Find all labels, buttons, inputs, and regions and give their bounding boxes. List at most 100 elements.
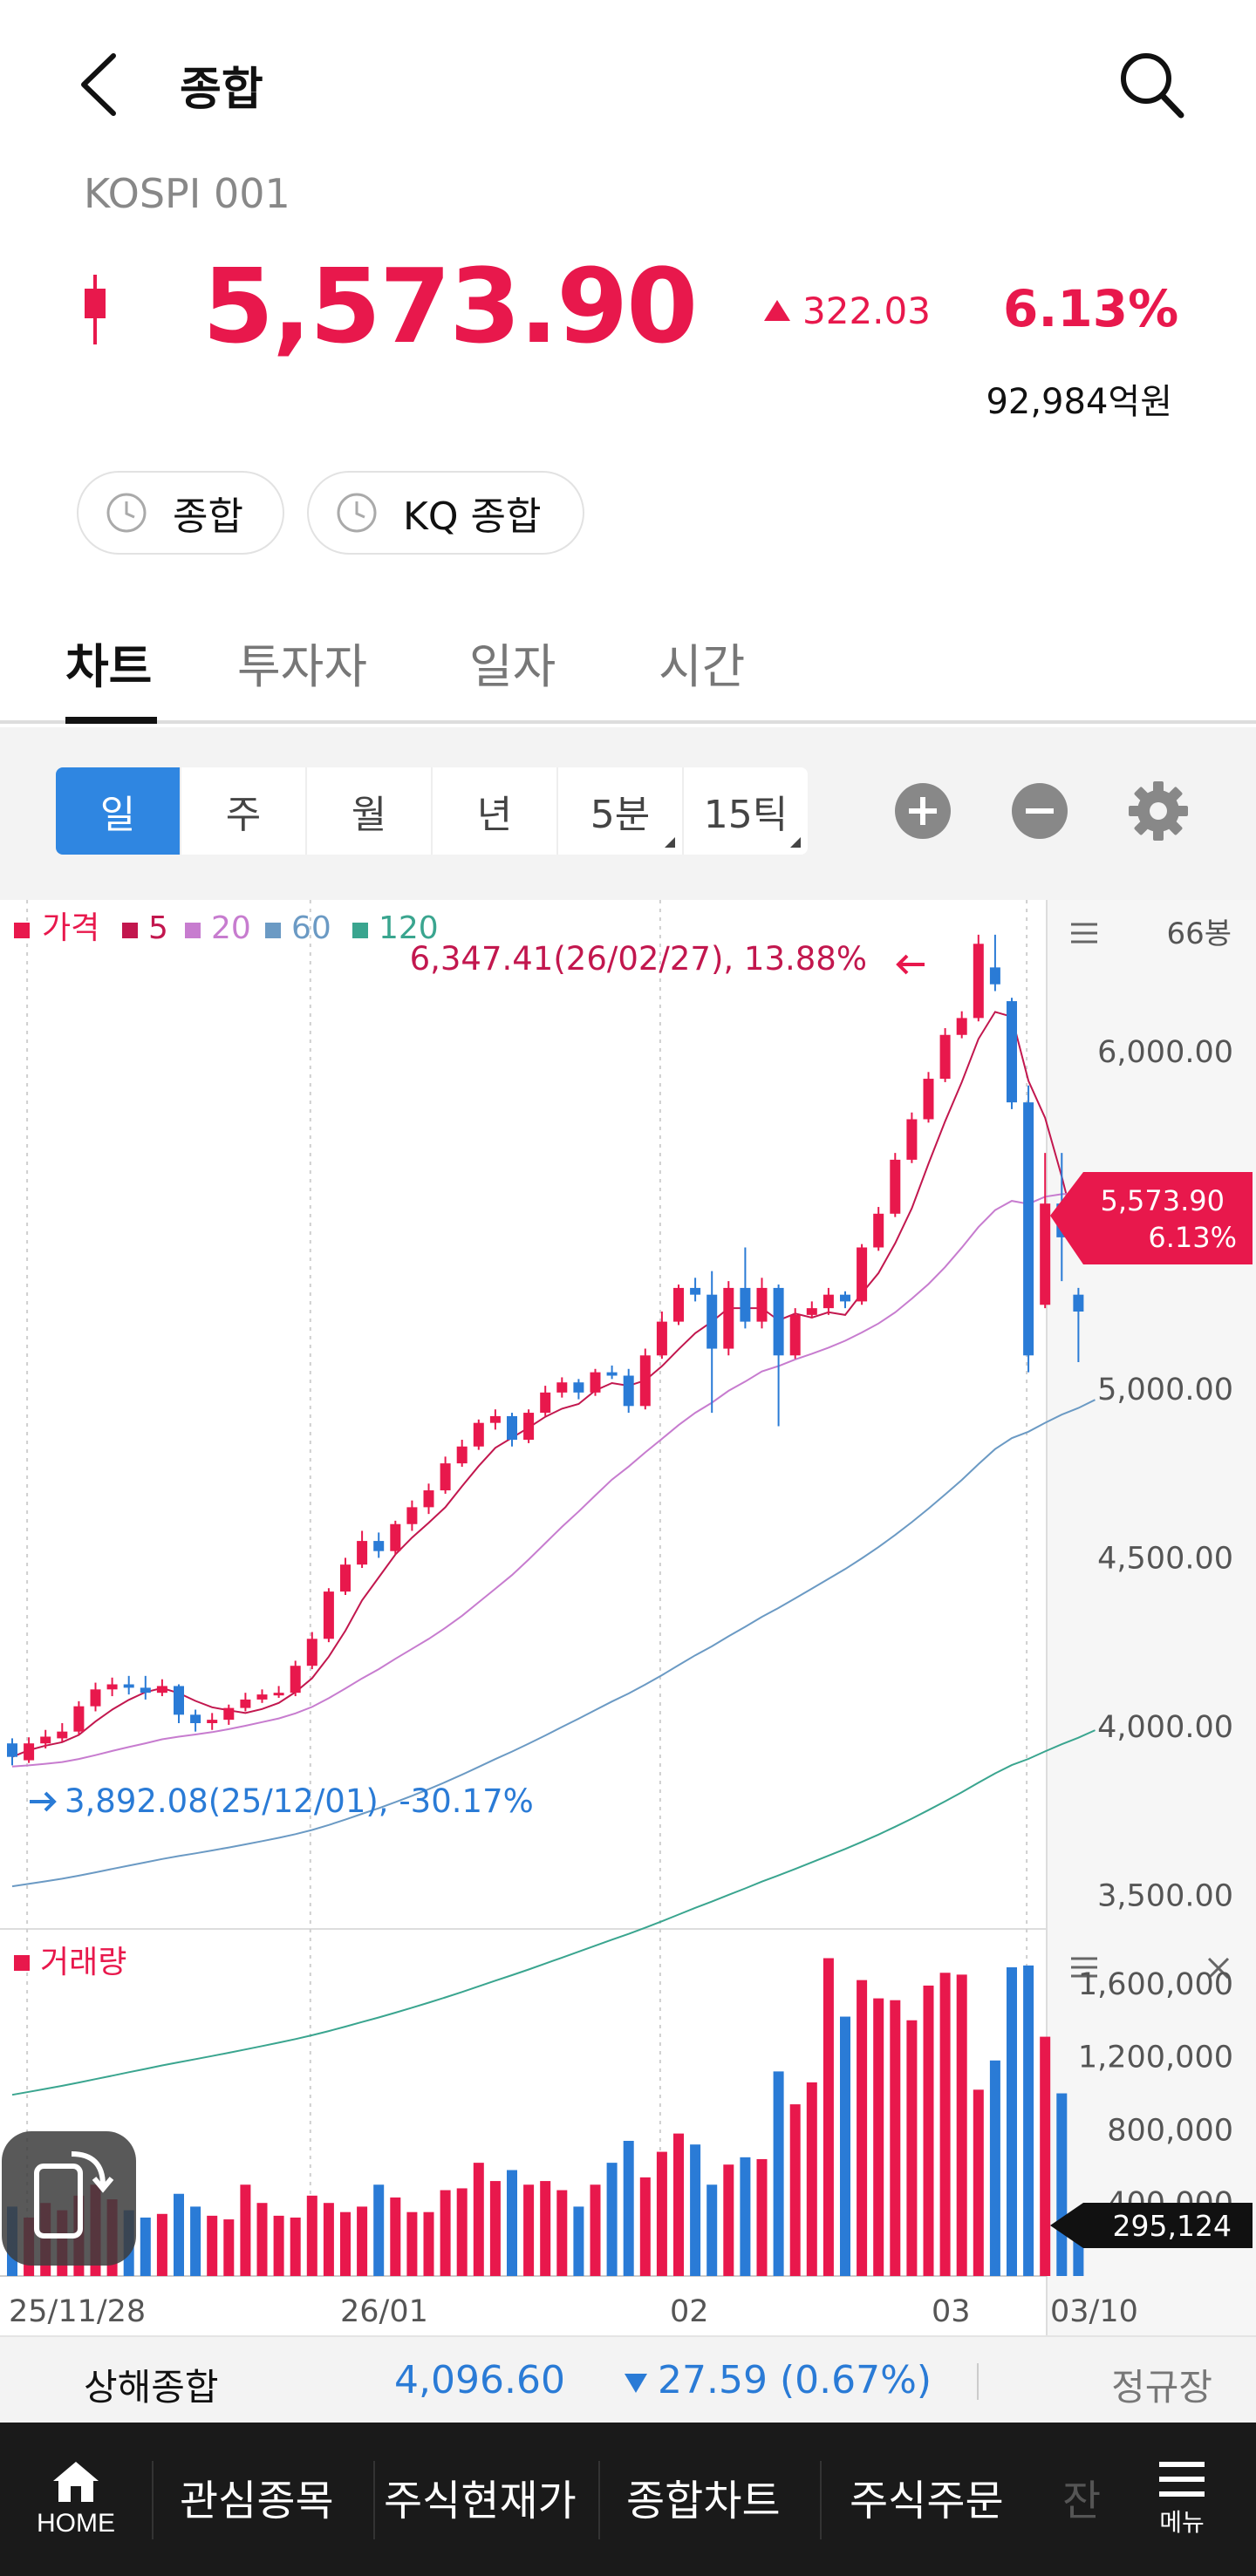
candle-body [473,1422,484,1447]
volume-current-value: 295,124 [1113,2209,1232,2243]
period-label: 일 [99,793,136,837]
volume-bar [140,2217,151,2276]
page-title: 종합 [180,64,263,116]
x-tick-label: 03 [932,2294,971,2329]
candle-body [723,1287,734,1349]
chip-label: KQ 종합 [403,494,542,539]
candle-body [523,1413,535,1441]
volume-bar [706,2184,718,2276]
ma20-line [11,1188,1096,1768]
candle-body [273,1693,284,1696]
volume-bar [1007,1966,1017,2276]
period-year[interactable]: 년 [433,767,558,855]
nav-home[interactable]: HOME [0,2423,152,2576]
volume-bar [323,2203,334,2276]
volume-bar [440,2190,451,2276]
tab-daily[interactable]: 일자 [469,639,556,694]
volume-bar [806,2082,817,2276]
index-ticker-bar[interactable]: 상해종합 4,096.60 27.59 (0.67%) 정규장 [0,2335,1256,2423]
zoom-out-icon[interactable] [1010,781,1069,841]
volume-bar [989,2060,1000,2276]
volume-bar [873,1998,884,2276]
candle-body [156,1686,167,1693]
candle-body [57,1731,68,1739]
settings-gear-icon[interactable] [1125,778,1191,844]
search-icon[interactable] [1116,45,1186,120]
candle-body [440,1463,451,1491]
candle-body [489,1415,501,1423]
nav-menu[interactable]: 메뉴 [1108,2423,1256,2576]
volume-bar [756,2158,768,2276]
candle-body [823,1294,834,1309]
candle-body [1007,1001,1017,1103]
candles [7,934,1101,1766]
candle-body [806,1308,817,1315]
volume-bar [1023,1965,1034,2276]
candle-body [706,1294,718,1349]
y-tick-label: 4,500.00 [1097,1541,1233,1576]
volume-tick-label: 800,000 [1107,2113,1233,2148]
candle-body [989,967,1000,985]
volume-bar [923,1985,934,2276]
volume-list-icon[interactable] [1071,1957,1097,1978]
back-arrow-icon[interactable] [68,45,129,124]
candle-body [7,1743,17,1757]
volume-bar [423,2211,434,2276]
rotate-screen-button[interactable] [2,2131,136,2266]
period-week[interactable]: 주 [181,767,307,855]
nav-stock-quote[interactable]: 주식현재가 [384,2477,577,2525]
candle-body [623,1375,634,1407]
tab-time[interactable]: 시간 [659,639,746,694]
list-icon[interactable] [1071,923,1097,944]
close-icon[interactable] [1207,1957,1230,1980]
dropdown-corner-icon [790,837,801,848]
zoom-in-icon[interactable] [893,781,952,841]
volume-bar [723,2164,734,2276]
candle-body [390,1523,401,1551]
volume-bar [256,2203,268,2276]
axis-background [1047,900,1256,2335]
period-5min[interactable]: 5분 [558,767,684,855]
bar-count-label: 66봉 [1166,917,1232,951]
nav-combined-chart[interactable]: 종합차트 [626,2477,781,2525]
current-price: 5,573.90 [202,246,698,366]
candle-body [956,1018,967,1035]
legend-swatch [14,1955,30,1971]
bottom-navigation: HOME 관심종목 주식현재가 종합차트 주식주문 잔 메뉴 [0,2423,1256,2576]
candle-body [174,1686,184,1715]
candle-body [890,1159,901,1214]
volume-bar [606,2163,618,2276]
x-tick-label: 02 [670,2294,709,2329]
chip-kq-composite[interactable]: KQ 종합 [307,471,584,555]
y-tick-label: 5,000.00 [1097,1373,1233,1407]
volume-tick-label: 1,200,000 [1078,2041,1233,2075]
nav-watchlist[interactable]: 관심종목 [180,2477,334,2525]
volume-bar [223,2219,235,2276]
candle-body [323,1591,334,1639]
ma60-line [11,1399,1096,1888]
volume-bar [240,2184,251,2276]
candle-body [840,1294,850,1302]
x-tick-label: 25/11/28 [9,2294,146,2329]
legend-swatch [185,923,201,938]
period-day[interactable]: 일 [56,767,181,855]
tab-chart[interactable]: 차트 [65,639,153,694]
trade-amount: 92,984억원 [986,382,1172,422]
tab-investor[interactable]: 투자자 [237,639,368,694]
period-15tick[interactable]: 15틱 [684,767,808,855]
volume-bar [306,2195,317,2276]
y-tick-label: 4,000.00 [1097,1710,1233,1745]
legend-ma60: 60 [291,910,331,946]
legend-ma5: 5 [148,910,168,946]
period-month[interactable]: 월 [307,767,433,855]
volume-bar [690,2144,701,2276]
chip-composite[interactable]: 종합 [77,471,284,555]
volume-current-tag: 295,124 [1050,2203,1253,2248]
nav-stock-order[interactable]: 주식주문 [850,2477,1004,2525]
volume-bar [523,2184,535,2276]
volume-bar [340,2211,351,2276]
nav-overflow-item[interactable]: 잔 [1062,2477,1102,2525]
volume-bar [639,2177,651,2276]
app-header: 종합 [0,0,1256,166]
price-chart[interactable]: 가격 5 20 60 120 66봉 6,000.00 5,000.00 4,5… [0,900,1256,2335]
